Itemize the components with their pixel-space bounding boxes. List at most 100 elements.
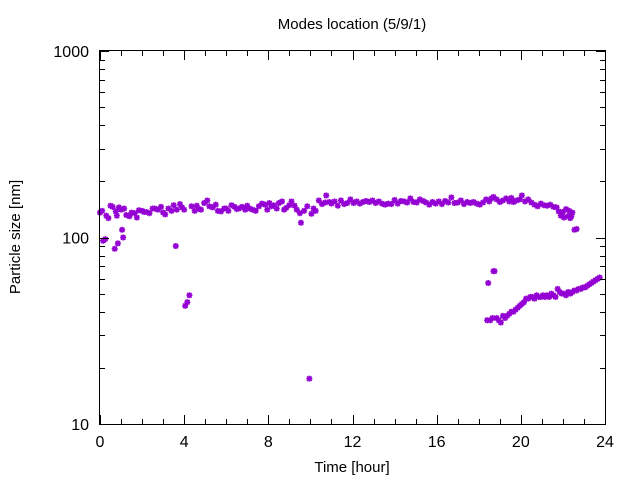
data-point	[252, 207, 259, 214]
data-point	[301, 207, 308, 214]
data-point	[544, 202, 551, 209]
data-point	[404, 199, 411, 206]
data-point	[560, 214, 567, 221]
data-point	[242, 206, 249, 213]
data-point	[448, 194, 455, 201]
data-point	[568, 213, 575, 220]
axis-tick-labels: 0 4 8 12 16 20 24 10 100 1000	[53, 44, 614, 451]
x-tick-label: 20	[512, 434, 530, 451]
data-point	[262, 201, 269, 208]
data-point	[264, 206, 271, 213]
data-point	[288, 198, 295, 205]
data-point	[531, 201, 538, 208]
x-axis-title: Time [hour]	[314, 459, 389, 476]
data-point	[270, 202, 277, 209]
data-point	[119, 226, 126, 233]
data-point	[553, 204, 560, 211]
data-point	[479, 199, 486, 206]
data-point	[158, 203, 165, 210]
data-point	[467, 200, 474, 207]
data-markers	[97, 192, 603, 382]
x-tick-label: 12	[344, 434, 362, 451]
data-point	[113, 212, 120, 219]
y-tick-label: 100	[62, 231, 89, 248]
data-point	[552, 293, 559, 300]
data-point	[356, 200, 363, 207]
y-tick-label: 10	[71, 417, 89, 434]
data-point	[209, 204, 216, 211]
data-point	[537, 200, 544, 207]
data-point	[206, 203, 213, 210]
data-point	[235, 205, 242, 212]
data-point	[176, 201, 183, 208]
data-point	[225, 207, 232, 214]
data-point	[249, 206, 256, 213]
data-point	[510, 199, 517, 206]
data-point	[341, 201, 348, 208]
data-point	[184, 299, 191, 306]
data-point	[162, 211, 169, 218]
data-point	[331, 198, 338, 205]
data-point	[506, 198, 513, 205]
x-tick-label: 8	[264, 434, 273, 451]
data-point	[239, 203, 246, 210]
data-point	[143, 209, 150, 216]
data-point	[550, 203, 557, 210]
data-point	[394, 200, 401, 207]
data-point	[306, 375, 313, 382]
data-point	[557, 212, 564, 219]
data-point	[318, 201, 325, 208]
data-point	[337, 197, 344, 204]
data-point	[111, 245, 118, 252]
data-point	[496, 199, 503, 206]
x-tick-label: 4	[180, 434, 189, 451]
data-point	[304, 203, 311, 210]
data-point	[423, 199, 430, 206]
data-point	[283, 204, 290, 211]
data-point	[493, 196, 500, 203]
data-point	[540, 202, 547, 209]
data-point	[198, 206, 204, 213]
data-point	[347, 196, 354, 203]
data-point	[426, 201, 433, 208]
data-point	[451, 200, 458, 207]
data-point	[312, 207, 319, 214]
data-point	[172, 243, 179, 250]
x-tick-label: 24	[596, 434, 614, 451]
data-point	[328, 200, 335, 207]
data-point	[547, 201, 554, 208]
data-point	[454, 199, 461, 206]
data-point	[491, 268, 498, 275]
data-point	[559, 209, 566, 216]
data-point	[214, 207, 221, 214]
data-point	[388, 201, 395, 208]
data-point	[531, 295, 538, 302]
data-point	[255, 203, 262, 210]
data-point	[105, 215, 112, 222]
data-point	[470, 199, 477, 206]
data-point	[165, 205, 172, 212]
data-point	[266, 200, 273, 207]
data-point	[528, 199, 535, 206]
chart-title: Modes location (5/9/1)	[278, 16, 426, 33]
data-point	[99, 207, 106, 214]
data-point	[154, 206, 161, 213]
data-point	[131, 210, 138, 217]
data-point	[188, 203, 195, 210]
data-point	[445, 199, 452, 206]
data-point	[516, 196, 523, 203]
data-point	[322, 199, 329, 206]
data-point	[546, 293, 553, 300]
data-point	[490, 193, 497, 200]
x-tick-label: 16	[428, 434, 446, 451]
data-point	[416, 196, 423, 203]
data-point	[102, 236, 109, 243]
data-point	[323, 192, 330, 199]
data-point	[123, 212, 130, 219]
data-point	[554, 285, 561, 292]
data-point	[133, 214, 140, 221]
data-point	[407, 195, 414, 202]
data-point	[438, 201, 445, 208]
data-point	[520, 299, 527, 306]
